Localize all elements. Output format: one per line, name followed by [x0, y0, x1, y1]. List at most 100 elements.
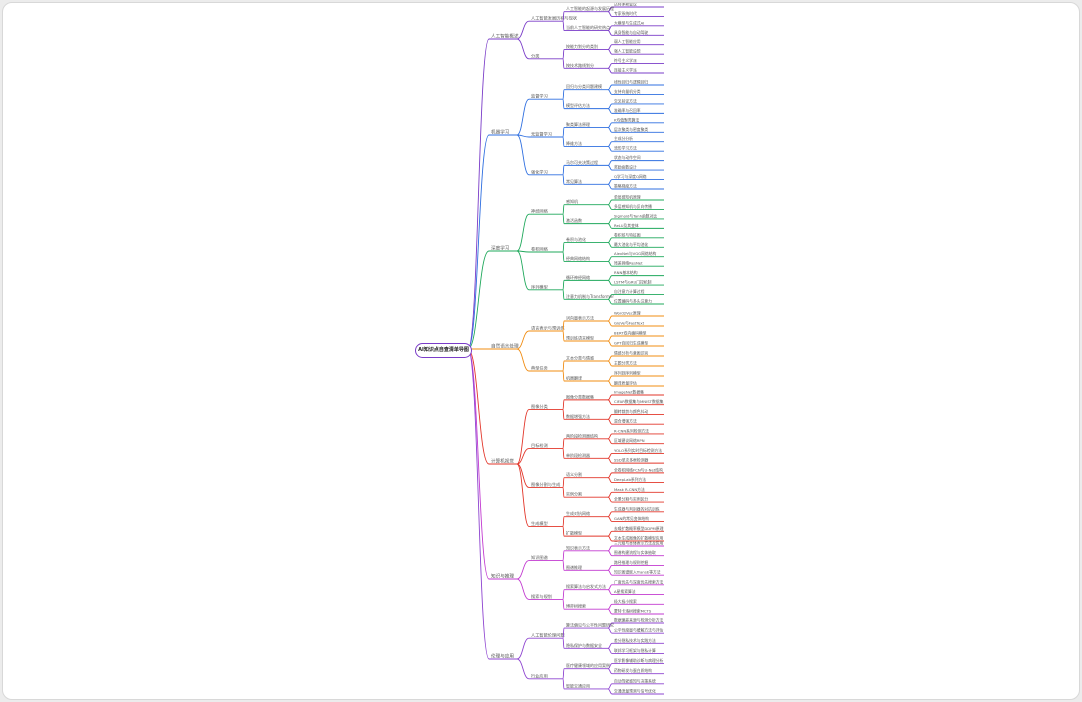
sub-connector: [516, 20, 530, 40]
leaf-node-label: 多层感知机与反向传播: [614, 204, 652, 209]
topic-connector: [562, 678, 565, 690]
leaf-node-label: 专家系统时代: [614, 11, 637, 16]
leaf-connector: [607, 164, 613, 171]
sub-node-label: 强化学习: [531, 168, 548, 175]
leaf-connector: [607, 127, 613, 133]
topic-node-label: 搜索算法与启发式方法: [566, 583, 606, 589]
leaf-connector: [607, 589, 613, 596]
topic-node-label: 数据增强方法: [566, 413, 590, 419]
leaf-connector: [607, 298, 613, 305]
topic-node-label: 知识表示方法: [566, 544, 590, 550]
topic-node-label: 算法偏见与公平性问题研究: [566, 622, 614, 628]
branch-node-label: 人工智能概述: [491, 33, 519, 40]
leaf-node-label: 最大池化与平均池化: [614, 242, 648, 247]
leaf-connector: [607, 84, 613, 91]
topic-node-label: 回归与分类问题建模: [566, 83, 602, 89]
leaf-node-label: 连接主义学派: [614, 68, 637, 73]
leaf-connector: [607, 340, 613, 347]
sub-node-label: 监督学习: [531, 93, 548, 100]
leaf-node-label: A星搜索算法: [614, 589, 636, 594]
leaf-connector: [607, 399, 613, 406]
leaf-connector: [607, 89, 613, 95]
leaf-connector: [607, 668, 613, 675]
branch-node-label: 深度学习: [491, 245, 510, 252]
topic-node-label: 卷积与池化: [566, 236, 586, 242]
sub-connector: [516, 578, 530, 600]
leaf-connector: [607, 647, 613, 654]
topic-connector: [562, 370, 565, 382]
leaf-connector: [607, 452, 613, 459]
topic-connector: [562, 289, 565, 300]
sub-node-label: 图像分割与生成: [531, 481, 560, 488]
topic-node-label: 医疗健康领域的应用案例: [566, 662, 610, 668]
leaf-connector: [607, 242, 613, 248]
topic-node-label: 文本分类与情感: [566, 355, 594, 361]
leaf-node-label: 策略梯度方法: [614, 184, 637, 189]
leaf-connector: [607, 414, 613, 420]
leaf-connector: [607, 44, 613, 50]
topic-connector: [562, 164, 565, 176]
topic-node-label: 两阶段检测器结构: [566, 432, 598, 438]
leaf-node-label: CIFAR数据集与MNIST数据集: [614, 399, 664, 404]
leaf-node-label: 具身智能与自动驾驶: [614, 30, 648, 35]
leaf-node-label: 层次聚类与密度聚类: [614, 127, 648, 132]
sub-node-label: 搜索与规划: [531, 593, 552, 600]
sub-connector: [516, 463, 530, 527]
leaf-node-label: DeepLab系列方法: [614, 477, 646, 482]
leaf-node-label: 三元组与本体表示方法及应用: [614, 541, 664, 546]
leaf-node-label: 翻译质量评估: [614, 381, 637, 386]
leaf-node-label: 混合增强方法: [614, 419, 637, 424]
topic-node-label: 常见算法: [566, 178, 582, 184]
leaf-node-label: 达特茅斯会议: [614, 3, 637, 7]
leaf-node-label: GPT自回归生成模型: [614, 341, 648, 346]
leaf-node-label: 交叉验证方法: [614, 98, 637, 103]
leaf-connector: [607, 160, 613, 166]
leaf-connector: [607, 355, 613, 362]
topic-node-label: 博弈树搜索: [566, 603, 586, 609]
topic-connector: [562, 668, 565, 680]
leaf-connector: [607, 275, 613, 281]
leaf-connector: [607, 218, 613, 225]
leaf-node-label: Mask R-CNN方法: [614, 487, 645, 492]
leaf-connector: [607, 394, 613, 401]
sub-connector: [516, 38, 530, 60]
topic-node-label: 按能力划分的类别: [566, 43, 598, 49]
branch-connector: [467, 348, 490, 660]
leaf-connector: [607, 380, 613, 387]
leaf-connector: [607, 223, 613, 229]
leaf-connector: [607, 30, 613, 36]
sub-connector: [516, 250, 530, 291]
topic-node-label: 词向量表示方法: [566, 315, 594, 321]
leaf-connector: [607, 335, 613, 342]
leaf-node-label: 医学影像辅助诊断与病理分析: [614, 658, 664, 663]
sub-connector: [516, 448, 530, 465]
sub-connector: [516, 134, 530, 176]
leaf-node-label: 区域建议网络RPN: [614, 438, 645, 443]
leaf-node-label: GAN的常见变体结构: [614, 516, 649, 521]
topic-connector: [562, 550, 565, 562]
leaf-node-label: 弱人工智能应用: [614, 39, 641, 44]
leaf-connector: [607, 256, 613, 262]
leaf-node-label: 翻转裁剪与颜色抖动: [614, 409, 648, 414]
sub-node-label: 神经网络: [531, 208, 549, 215]
leaf-node-label: 图谱构建流程与实体抽取: [614, 550, 656, 555]
root-node[interactable]: AI知识点自查清单导图: [415, 343, 472, 358]
leaf-node-label: 卷积核与特征图: [614, 232, 641, 237]
topic-connector: [562, 438, 565, 449]
leaf-connector: [607, 569, 613, 576]
topic-connector: [562, 399, 565, 411]
topic-node-label: 预训练语言模型: [566, 335, 594, 341]
leaf-node-label: 符号主义学派: [614, 58, 637, 63]
topic-node-label: 马尔可夫决策过程: [566, 159, 598, 165]
leaf-node-label: BERT双向编码模型: [614, 331, 647, 336]
topic-node-label: 机器翻译: [566, 375, 582, 381]
sub-node-label: 人工智能伦理问题: [531, 632, 565, 639]
leaf-node-label: ReLU及其变体: [614, 223, 639, 228]
leaf-connector: [607, 438, 613, 445]
leaf-node-label: 数据偏差来源与检测分析方法: [614, 618, 664, 623]
leaf-node-label: 线性回归与逻辑回归: [614, 80, 648, 85]
sub-connector: [516, 658, 530, 680]
topic-node-label: 图谱推理: [566, 564, 582, 570]
branch-node-label: 机器学习: [491, 129, 510, 136]
topic-connector: [562, 477, 565, 488]
